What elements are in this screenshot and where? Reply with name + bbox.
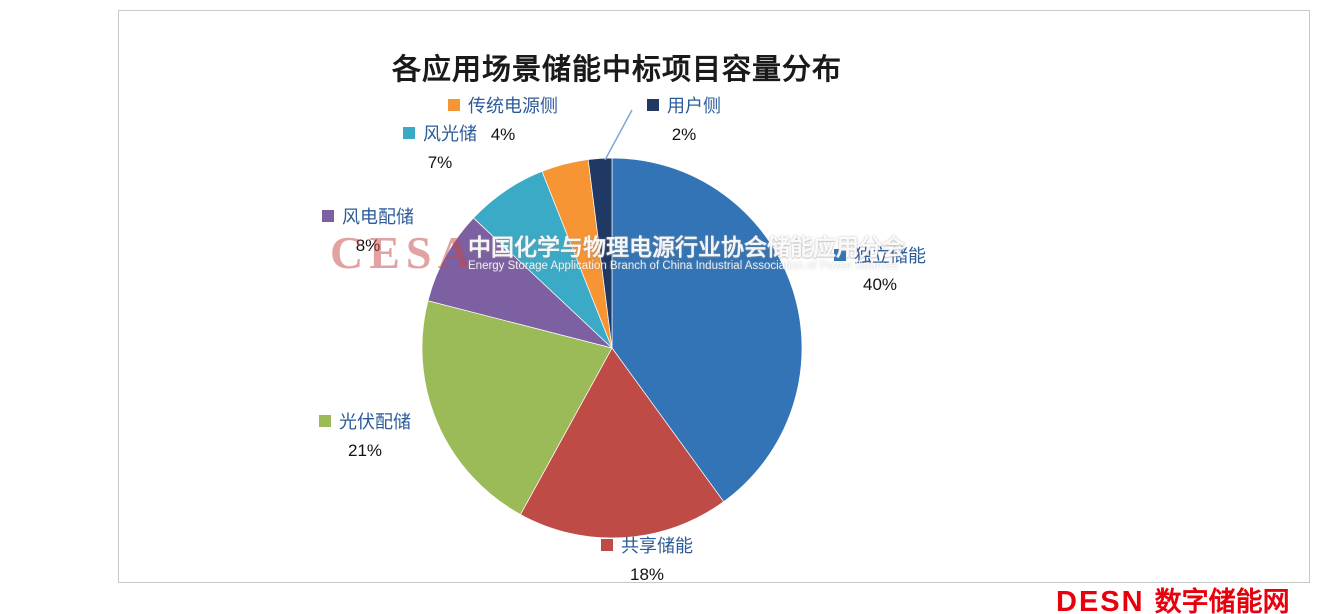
pie-label-wind-solar-storage: 风光储 7% — [355, 120, 525, 173]
legend-marker-independent-storage — [834, 249, 846, 261]
pie-label-text: 风电配储 — [342, 207, 414, 227]
legend-marker-wind-plus-storage — [322, 210, 334, 222]
pie-slice-shared-storage — [519, 347, 725, 539]
pie-label-percent: 2% — [671, 125, 697, 144]
pie-label-percent: 40% — [862, 275, 898, 294]
pie-label-pv-plus-storage: 光伏配储 21% — [280, 408, 450, 461]
pie-label-percent: 4% — [490, 125, 516, 144]
legend-marker-wind-solar-storage — [403, 127, 415, 139]
watermark-cesa-logo: CESA — [330, 227, 477, 278]
pie-label-text: 风光储 — [423, 124, 477, 144]
pie-label-wind-plus-storage: 风电配储 8% — [283, 203, 453, 256]
pie-label-shared-storage: 共享储能 18% — [562, 532, 732, 585]
pie-label-independent-storage: 独立储能 40% — [795, 242, 965, 295]
legend-marker-shared-storage — [601, 539, 613, 551]
pie-label-text: 共享储能 — [621, 536, 693, 556]
desn-site-name: 数字储能网 — [1154, 587, 1290, 614]
pie-slice-independent-storage — [611, 157, 803, 503]
desn-logo: DESN 数字储能网 — [1056, 580, 1290, 614]
pie-slice-user-side — [587, 157, 613, 349]
pie-label-percent: 7% — [427, 153, 453, 172]
leader-line-user-side — [604, 109, 633, 161]
pie-label-text: 独立储能 — [854, 246, 926, 266]
pie-label-user-side: 用户侧 2% — [599, 92, 769, 145]
legend-marker-user-side — [647, 99, 659, 111]
pie-label-text: 用户侧 — [667, 96, 721, 116]
pie-label-percent: 18% — [629, 565, 665, 584]
watermark-org-name: 中国化学与物理电源行业协会储能应用分会 — [468, 234, 905, 260]
chart-title: 各应用场景储能中标项目容量分布 — [391, 54, 842, 86]
pie-label-traditional-gen-side: 传统电源侧 4% — [418, 92, 588, 145]
pie-slice-pv-plus-storage — [421, 300, 613, 515]
pie-slice-wind-plus-storage — [427, 217, 613, 349]
desn-brand-text: DESN — [1056, 586, 1145, 614]
pie-label-text: 光伏配储 — [339, 412, 411, 432]
pie-label-percent: 21% — [347, 441, 383, 460]
pie-label-text: 传统电源侧 — [468, 96, 558, 116]
legend-marker-traditional-gen-side — [448, 99, 460, 111]
legend-marker-pv-plus-storage — [319, 415, 331, 427]
pie-label-percent: 8% — [355, 236, 381, 255]
pie-chart — [421, 157, 803, 539]
watermark-org-name-en: Energy Storage Application Branch of Chi… — [468, 260, 898, 272]
